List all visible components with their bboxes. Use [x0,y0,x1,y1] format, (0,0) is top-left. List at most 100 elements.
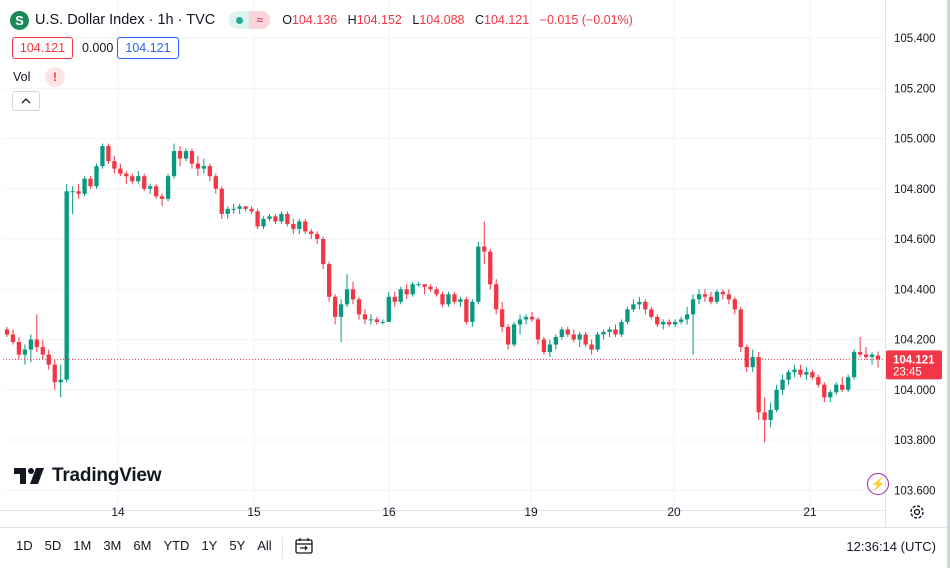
candle [374,316,380,325]
candle [828,389,833,403]
candle-body [315,233,320,239]
candle [70,186,75,214]
date-range-calendar-icon[interactable] [294,536,314,556]
candle-body [4,329,10,335]
candle-body [171,151,177,177]
candle [255,208,260,229]
candle-body [356,299,362,315]
price-chart[interactable]: 105.400 105.200 105.000 104.800 104.600 104.4… [0,0,950,527]
candle [267,213,272,222]
candle-body [100,146,105,167]
candle-body [846,377,851,390]
lightning-icon[interactable]: ⚡ [867,473,889,495]
candle-body [124,173,129,177]
candle [857,336,863,358]
candle [321,236,326,270]
candle-body [517,319,523,325]
candle [446,291,451,307]
range-button-6m[interactable]: 6M [133,538,152,553]
candle [601,329,606,340]
candle-body [350,289,356,300]
range-button-all[interactable]: All [257,538,272,553]
candle-body [804,372,809,375]
candle [810,369,815,380]
price-tick-label: 105.200 [894,83,936,95]
candle-body [368,319,374,321]
candle [94,163,99,189]
candle-body [577,334,582,340]
range-button-1m[interactable]: 1M [73,538,92,553]
candle-body [720,291,726,295]
candle-body [428,286,433,290]
price-tick-label: 104.000 [894,385,936,397]
candle [553,334,558,350]
candle [297,218,302,234]
candle [159,193,165,207]
candle-body [786,372,791,380]
utc-clock[interactable]: 12:36:14 (UTC) [846,539,936,554]
candle-body [344,289,350,305]
candle [4,326,10,337]
candle [452,291,457,305]
market-status[interactable]: ≈ [229,11,271,29]
candle [398,286,403,305]
range-button-ytd[interactable]: YTD [163,538,190,553]
sell-price-button[interactable]: 104.121 [12,37,73,59]
range-button-1y[interactable]: 1Y [201,538,218,553]
candle-body [750,357,755,368]
candle [631,299,636,312]
price-tick-label: 104.200 [894,335,936,347]
candle-body [625,309,630,322]
candle [750,349,755,373]
time-axis[interactable]: 14 15 16 19 20 21 [0,505,885,519]
range-button-3m[interactable]: 3M [103,538,122,553]
candle-body [619,321,624,335]
symbol-title[interactable]: U.S. Dollar Index · 1h · TVC [35,12,216,28]
candle-body [547,344,553,353]
candle [16,336,22,360]
high-value: 104.152 [356,13,402,27]
candle-body [649,309,654,317]
candle [249,206,254,214]
candle [64,183,69,383]
candle-body [148,186,153,189]
candle [690,294,696,355]
tradingview-logo[interactable]: TradingView [14,465,162,487]
candle [583,331,588,348]
candle-body [249,208,254,212]
price-tick-label: 103.600 [894,485,936,497]
candle [410,281,415,297]
gear-icon[interactable] [908,503,926,521]
chart-header: S U.S. Dollar Index · 1h · TVC ≈ O104.13… [10,9,633,31]
range-button-1d[interactable]: 1D [16,538,33,553]
date-range-selector: 1D 5D 1M 3M 6M YTD 1Y 5Y All [10,538,278,553]
candle [637,296,642,310]
candle [392,291,397,307]
candle [261,216,266,229]
price-tick-label: 104.600 [894,234,936,246]
range-button-5y[interactable]: 5Y [229,538,246,553]
volume-indicator-label[interactable]: Vol [13,70,31,84]
candle [309,228,314,239]
candle-body [82,178,87,194]
candle [649,306,654,320]
collapse-legend-button[interactable] [12,91,40,111]
candle [732,296,737,315]
candle [762,397,767,443]
candle [213,173,218,194]
candle [482,221,487,265]
candle-body [500,309,505,327]
candle-body [279,213,284,222]
candle [863,347,869,360]
warning-icon[interactable]: ! [45,67,65,87]
range-button-5d[interactable]: 5D [44,538,62,553]
candle [488,249,493,290]
candle-body [189,151,195,164]
candle [40,339,45,360]
candle-body [28,339,34,350]
buy-price-button[interactable]: 104.121 [117,37,179,59]
candle [243,206,248,212]
candle [118,163,123,177]
price-axis[interactable]: 105.400 105.200 105.000 104.800 104.600 104.4… [885,0,943,527]
open-value: 104.136 [291,13,338,27]
